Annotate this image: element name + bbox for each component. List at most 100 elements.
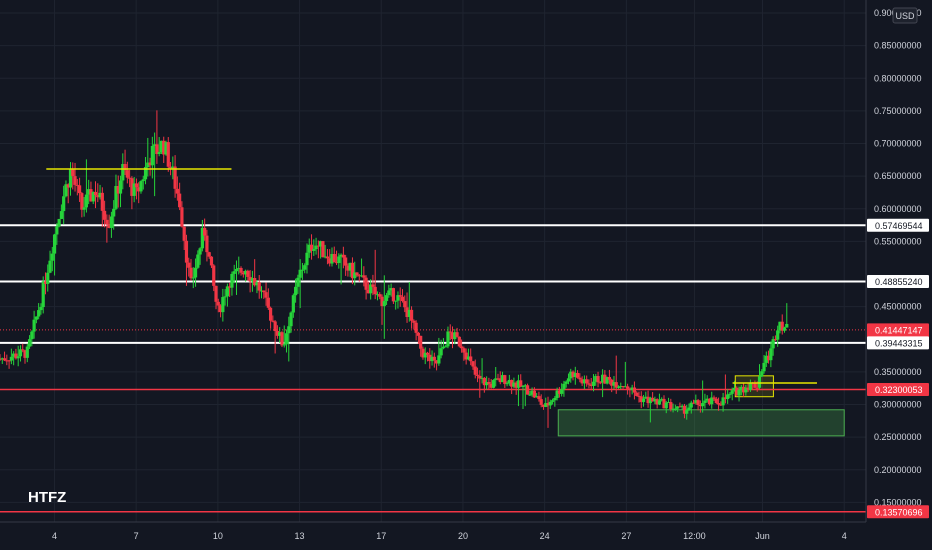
candle-up — [9, 356, 13, 361]
candle-up — [146, 162, 150, 167]
candle-up — [407, 309, 411, 317]
candle-down — [257, 282, 261, 291]
candle-up — [500, 375, 505, 383]
candle-up — [230, 273, 234, 288]
candle-up — [764, 355, 768, 363]
candle-down — [632, 387, 637, 393]
candle-up — [300, 269, 305, 271]
candle-down — [753, 382, 757, 388]
candle-up — [623, 386, 627, 388]
candle-up — [132, 183, 136, 196]
candle-down — [646, 396, 650, 404]
candle-down — [371, 284, 375, 287]
candle-down — [228, 286, 232, 288]
candle-up — [50, 253, 54, 261]
candle-down — [116, 186, 120, 194]
price-tags: 0.574695440.488552400.4144714717:240.394… — [867, 218, 929, 519]
symbol-label: HTFZ — [28, 489, 67, 506]
candle-up — [91, 191, 95, 202]
candle-up — [453, 332, 457, 340]
candle-down — [537, 396, 541, 400]
trend-segments — [46, 168, 817, 384]
candle-down — [89, 189, 93, 202]
candle-up — [255, 282, 259, 286]
candle-down — [378, 294, 382, 297]
candle-down — [364, 277, 368, 290]
candle-down — [412, 320, 416, 323]
candle-down — [341, 254, 345, 258]
y-tick-label: 0.30000000 — [874, 400, 922, 410]
candle-up — [382, 301, 386, 307]
candle-down — [275, 331, 280, 336]
candle-down — [344, 257, 348, 266]
candle-down — [332, 253, 336, 263]
candle-down — [100, 192, 104, 211]
candle-up — [384, 295, 389, 302]
price-tag-label: 0.13570696 — [875, 507, 923, 517]
candle-up — [550, 400, 555, 402]
candle-down — [7, 360, 11, 362]
candlestick-series — [0, 110, 789, 428]
currency-badge[interactable] — [892, 7, 918, 24]
candle-down — [75, 184, 79, 186]
candle-up — [375, 294, 380, 296]
candle-down — [489, 383, 493, 388]
candle-up — [114, 186, 118, 209]
candle-up — [705, 398, 709, 401]
candle-up — [30, 331, 34, 340]
candle-up — [673, 408, 677, 410]
candle-down — [212, 265, 216, 286]
x-tick-label: 13 — [295, 531, 305, 541]
candle-up — [284, 333, 289, 345]
candle-up — [41, 281, 45, 308]
candle-up — [232, 271, 236, 274]
candle-up — [485, 382, 489, 386]
candle-up — [648, 397, 652, 404]
candle-down — [264, 292, 268, 298]
candle-up — [512, 382, 516, 387]
candle-up — [389, 288, 393, 291]
candle-down — [253, 278, 257, 286]
candle-down — [639, 396, 643, 403]
candle-down — [457, 336, 461, 347]
time-axis-panel[interactable] — [0, 522, 932, 550]
candle-up — [394, 300, 398, 302]
candle-up — [139, 181, 143, 192]
candle-up — [18, 349, 23, 357]
candle-up — [294, 286, 298, 296]
candle-up — [441, 346, 446, 349]
candle-down — [662, 398, 666, 409]
price-axis-panel[interactable] — [866, 0, 932, 522]
candle-down — [682, 405, 687, 414]
candle-down — [428, 354, 432, 362]
candle-down — [678, 406, 682, 408]
candle-up — [225, 286, 229, 297]
candle-down — [66, 184, 70, 188]
candle-up — [619, 386, 623, 388]
candle-up — [739, 386, 743, 390]
candle-up — [64, 184, 68, 197]
candle-down — [203, 227, 207, 236]
candle-up — [523, 385, 527, 387]
candle-down — [607, 377, 612, 380]
candle-up — [84, 194, 89, 208]
candle-down — [578, 377, 582, 380]
candle-up — [12, 353, 16, 357]
candle-up — [528, 394, 532, 396]
candle-up — [305, 252, 309, 266]
candle-up — [600, 374, 605, 383]
candle-down — [503, 375, 507, 384]
candle-up — [653, 399, 657, 402]
candle-down — [125, 170, 129, 178]
candle-down — [766, 355, 771, 361]
candle-down — [148, 162, 152, 166]
x-tick-label: 12:00 — [683, 531, 706, 541]
candle-up — [630, 387, 634, 391]
candle-up — [728, 393, 732, 395]
candle-down — [621, 386, 625, 388]
candle-down — [77, 185, 82, 194]
candle-up — [548, 401, 552, 406]
candle-down — [362, 275, 366, 278]
candle-up — [671, 408, 675, 410]
